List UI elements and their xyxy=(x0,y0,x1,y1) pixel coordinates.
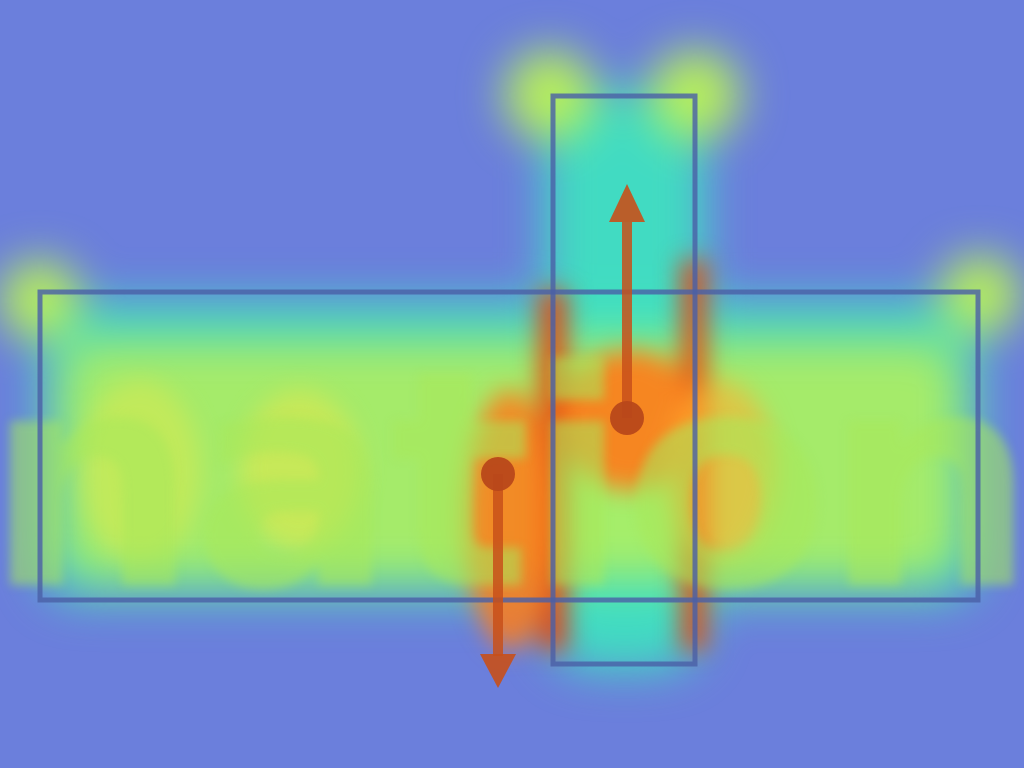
arrow-up-origin-dot xyxy=(610,401,644,435)
warm-spot-a xyxy=(240,390,360,550)
arrow-down xyxy=(480,457,516,688)
warm-spot-n1 xyxy=(80,380,200,560)
hot-spot-lower xyxy=(465,390,555,650)
word-bounding-box xyxy=(37,289,981,603)
column-bounding-box xyxy=(550,93,698,667)
arrow-down-origin-dot xyxy=(481,457,515,491)
corner-glow-tl xyxy=(505,50,595,140)
arrow-down-head xyxy=(480,654,516,688)
arrow-up-head xyxy=(609,184,645,222)
arrow-up xyxy=(609,184,645,435)
